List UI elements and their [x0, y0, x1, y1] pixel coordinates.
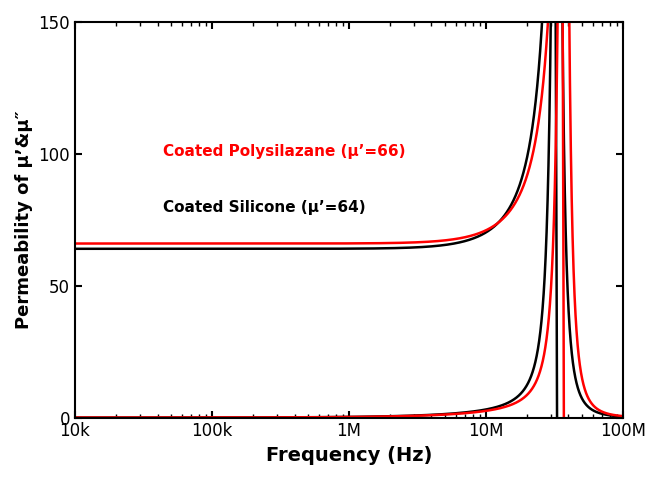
Text: Coated Polysilazane (μ’=66): Coated Polysilazane (μ’=66) [163, 144, 405, 159]
Text: Coated Silicone (μ’=64): Coated Silicone (μ’=64) [163, 200, 366, 215]
Y-axis label: Permeability of μ’&μ″: Permeability of μ’&μ″ [15, 110, 33, 329]
X-axis label: Frequency (Hz): Frequency (Hz) [266, 446, 432, 465]
